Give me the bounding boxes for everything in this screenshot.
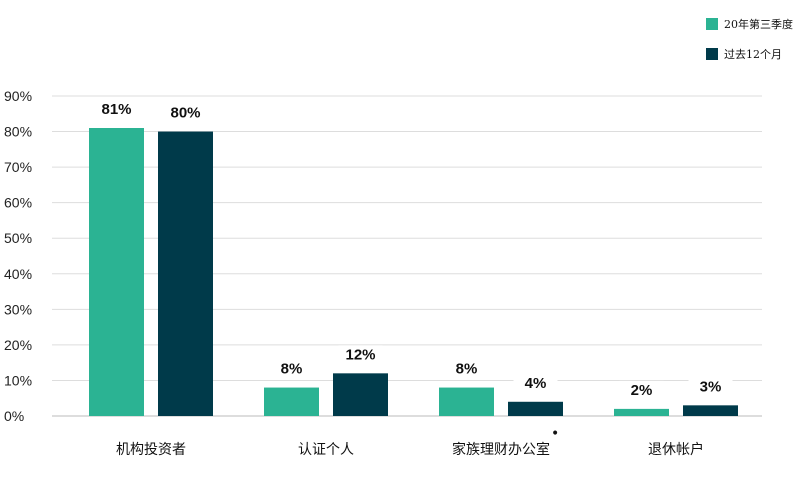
data-label: 2%	[631, 382, 653, 399]
data-labels: 81% 80% 8% 12% 8% 4% 2% 3%	[94, 100, 733, 400]
data-label: 8%	[281, 361, 303, 378]
bar-1	[264, 387, 319, 416]
bar-2	[508, 401, 563, 416]
bar-1	[614, 408, 669, 416]
data-label-bg	[513, 373, 558, 393]
y-tick-label: 50%	[4, 230, 32, 246]
x-tick-label: 退休帐户	[648, 441, 704, 458]
x-axis-categories: 机构投资者 认证个人 家族理财办公室• 退休帐户	[116, 426, 704, 458]
legend-item-series-2: 过去12个月	[706, 44, 793, 64]
data-label: 8%	[456, 361, 478, 378]
data-label-bg	[163, 103, 208, 123]
legend-label-series-2: 过去12个月	[724, 48, 782, 61]
data-label: 81%	[101, 101, 131, 118]
data-label-bg	[338, 345, 383, 365]
y-tick-label: 40%	[4, 266, 32, 282]
data-label: 12%	[345, 346, 375, 363]
legend-swatch-series-2	[706, 48, 718, 60]
bar-1	[439, 387, 494, 416]
data-label-bg	[94, 100, 139, 119]
bars	[89, 128, 738, 417]
bar-2	[158, 131, 213, 417]
legend-item-series-1: 20年第三季度	[706, 14, 793, 34]
bar-2	[683, 405, 738, 416]
y-axis-ticks: 0% 10% 20% 30% 40% 50% 60% 70% 80% 90%	[4, 88, 32, 424]
y-tick-label: 70%	[4, 159, 32, 175]
data-label: 80%	[170, 105, 200, 122]
bar-2	[333, 373, 388, 416]
data-label-bg	[619, 380, 664, 400]
y-tick-label: 90%	[4, 88, 32, 104]
y-tick-label: 20%	[4, 337, 32, 353]
data-label: 4%	[525, 375, 547, 392]
y-tick-label: 10%	[4, 372, 32, 388]
x-tick-label: 机构投资者	[116, 442, 186, 458]
y-tick-label: 30%	[4, 301, 32, 317]
data-label-bg	[444, 359, 489, 379]
legend-swatch-series-1	[706, 18, 718, 30]
y-tick-label: 0%	[4, 408, 24, 424]
x-tick-label: 家族理财办公室	[452, 441, 550, 458]
data-label-bg	[269, 359, 314, 379]
category-marker: •	[551, 426, 559, 442]
data-label: 3%	[700, 378, 722, 395]
legend: 20年第三季度 过去12个月	[706, 14, 793, 74]
x-tick-label: 认证个人	[298, 442, 354, 458]
y-tick-label: 80%	[4, 124, 32, 140]
bar-1	[89, 128, 144, 416]
data-label-bg	[688, 377, 733, 397]
legend-label-series-1: 20年第三季度	[724, 18, 793, 31]
y-tick-label: 60%	[4, 195, 32, 211]
